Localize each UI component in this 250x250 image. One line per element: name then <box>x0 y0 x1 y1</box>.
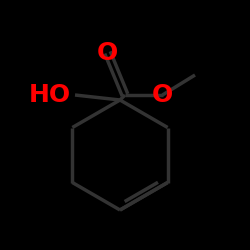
Text: O: O <box>97 40 118 64</box>
Text: O: O <box>152 83 173 107</box>
Text: HO: HO <box>29 83 71 107</box>
